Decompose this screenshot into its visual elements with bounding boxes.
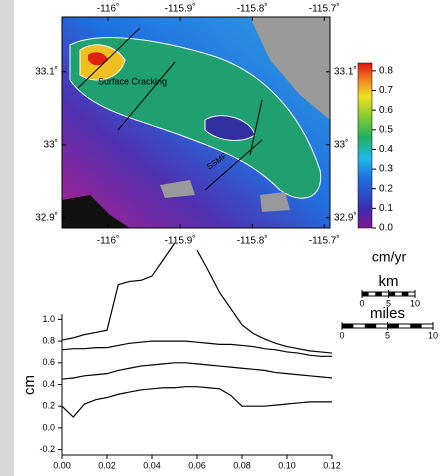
- colorbar: [357, 62, 373, 229]
- x-tick-label: -116˚: [97, 3, 120, 15]
- y-tick-label: 32.9˚: [334, 211, 357, 223]
- peak-zone: [88, 52, 108, 66]
- map-image: [61, 16, 331, 229]
- scale-bar-segment: [388, 292, 396, 296]
- x-tick-label: -116˚: [97, 235, 120, 247]
- y-axis-label: cm: [21, 375, 38, 395]
- colorbar-tick-label: 0.6: [379, 105, 393, 116]
- masked-area: [250, 17, 330, 120]
- scale-unit: miles: [370, 305, 405, 322]
- colorbar-tick-label: 0.7: [379, 85, 393, 96]
- deformation-zone: [69, 37, 322, 199]
- colorbar-label: cm/yr: [372, 249, 407, 265]
- y-tick-label: 0.8: [42, 335, 55, 345]
- y-tick-label: 32.9˚: [35, 211, 58, 223]
- scale-bar-segment: [387, 324, 399, 328]
- dark-area: [62, 195, 130, 228]
- x-tick-label: -115.9˚: [165, 235, 196, 247]
- map-frame: [61, 16, 331, 229]
- x-tick-label: 0.00: [53, 460, 71, 470]
- y-tick-label: 0.0: [42, 422, 55, 432]
- y-tick-label: 33.1˚: [35, 65, 58, 77]
- colorbar-tick-label: 0.5: [379, 124, 393, 135]
- scale-unit: km: [379, 273, 399, 290]
- data-line: [61, 243, 333, 354]
- y-tick-label: 0.4: [42, 379, 55, 389]
- x-tick-label: 0.08: [233, 460, 251, 470]
- x-tick-label: -115.7˚: [309, 3, 340, 15]
- colorbar-tick-label: 0.3: [379, 164, 393, 175]
- scale-bar-segment: [342, 324, 354, 328]
- y-tick-label: 0.6: [42, 357, 55, 367]
- x-tick-label: 0.12: [323, 460, 341, 470]
- x-tick-label: 0.10: [278, 460, 296, 470]
- side-strip: [0, 0, 14, 476]
- annotation: Surface Cracking: [98, 76, 167, 86]
- x-tick-label: 0.02: [98, 460, 116, 470]
- scale-tick-label: 5: [385, 330, 390, 340]
- masked-patch: [160, 180, 290, 212]
- low-zone: [204, 115, 256, 141]
- scale-tick-label: 10: [428, 330, 438, 340]
- x-tick-label: 0.06: [188, 460, 206, 470]
- y-tick-label: 33.1˚: [334, 65, 357, 77]
- data-line: [61, 340, 332, 357]
- x-tick-label: -115.7˚: [309, 235, 340, 247]
- scale-bar-segment: [401, 292, 409, 296]
- y-tick-label: 33˚: [44, 138, 58, 150]
- colorbar-tick-label: 0.8: [379, 65, 393, 76]
- y-tick-label: 1.0: [42, 314, 55, 324]
- x-tick-label: 0.04: [143, 460, 161, 470]
- scale-tick-label: 0: [359, 298, 364, 308]
- x-tick-label: -115.8˚: [237, 3, 268, 15]
- x-tick-label: -115.9˚: [165, 3, 196, 15]
- x-tick-label: -115.8˚: [237, 235, 268, 247]
- scale-bar-segment: [375, 292, 382, 296]
- colorbar-tick-label: 0.0: [379, 223, 393, 234]
- scale-bar-segment: [410, 324, 422, 328]
- colorbar-tick-label: 0.2: [379, 183, 393, 194]
- data-line: [61, 386, 332, 418]
- colorbar-tick-label: 0.1: [379, 203, 393, 214]
- fault-line: [77, 27, 263, 191]
- colorbar-tick-label: 0.4: [379, 144, 393, 155]
- scale-tick-label: 10: [410, 298, 420, 308]
- scale-bar-segment: [362, 292, 369, 296]
- scale-bar-segment: [364, 324, 377, 328]
- y-tick-label: 0.2: [42, 401, 55, 411]
- y-tick-label: 33˚: [334, 138, 348, 150]
- data-line: [61, 362, 333, 380]
- scale-tick-label: 5: [386, 298, 391, 308]
- scale-tick-label: 0: [339, 330, 344, 340]
- y-tick-label: -0.2: [39, 444, 55, 454]
